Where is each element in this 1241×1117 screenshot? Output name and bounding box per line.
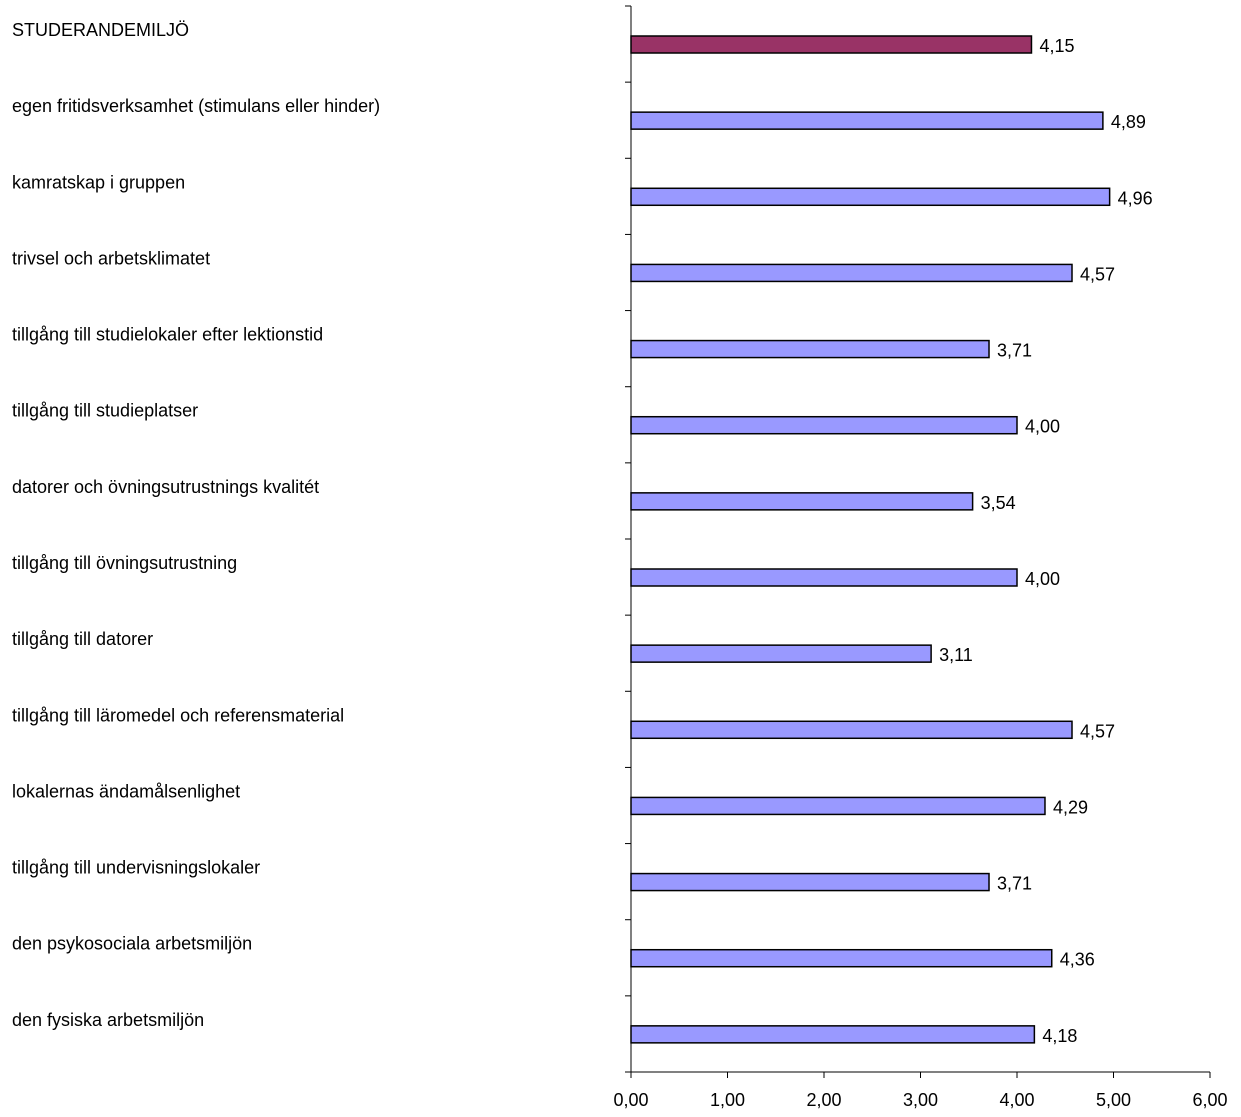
category-label: tillgång till övningsutrustning xyxy=(12,553,237,573)
data-label: 4,36 xyxy=(1060,950,1095,970)
x-tick-label: 3,00 xyxy=(903,1090,938,1110)
x-tick-label: 2,00 xyxy=(806,1090,841,1110)
category-label: STUDERANDEMILJÖ xyxy=(12,20,189,40)
category-label: tillgång till studielokaler efter lektio… xyxy=(12,325,323,345)
value-labels: 4,15 4,89 4,96 4,57 3,71 4,00 3,54 4,00 3,11 4,57… xyxy=(939,36,1153,1046)
data-label: 4,57 xyxy=(1080,264,1115,284)
category-label: kamratskap i gruppen xyxy=(12,172,185,192)
data-label: 4,57 xyxy=(1080,721,1115,741)
category-labels: STUDERANDEMILJÖ egen fritidsverksamhet (s… xyxy=(12,20,380,1030)
data-label: 4,15 xyxy=(1039,36,1074,56)
category-label: den psykosociala arbetsmiljön xyxy=(12,934,252,954)
bar xyxy=(630,1025,1036,1044)
bar xyxy=(630,948,1053,968)
axes: 0,00 1,00 2,00 3,00 4,00 5,00 6,00 xyxy=(613,5,1228,1110)
data-label: 4,96 xyxy=(1118,188,1153,208)
data-label: 4,18 xyxy=(1042,1026,1077,1046)
category-label: egen fritidsverksamhet (stimulans eller … xyxy=(12,96,380,116)
category-label: trivsel och arbetsklimatet xyxy=(12,248,210,268)
bar xyxy=(630,187,1111,207)
data-label: 3,11 xyxy=(939,645,973,665)
bar xyxy=(630,644,932,663)
x-tick-label: 6,00 xyxy=(1192,1090,1227,1110)
bar xyxy=(630,492,974,511)
x-tick-label: 0,00 xyxy=(613,1090,648,1110)
x-tick-label: 1,00 xyxy=(710,1090,745,1110)
data-label: 4,29 xyxy=(1053,797,1088,817)
x-tick-label: 5,00 xyxy=(1096,1090,1131,1110)
bars xyxy=(630,35,1111,1044)
category-label: tillgång till studieplatser xyxy=(12,401,198,421)
bar xyxy=(630,111,1104,130)
category-label: datorer och övningsutrustnings kvalitét xyxy=(12,477,319,497)
category-label: lokalernas ändamålsenlighet xyxy=(12,781,240,801)
data-label: 4,89 xyxy=(1111,112,1146,132)
x-tick-label: 4,00 xyxy=(999,1090,1034,1110)
bar xyxy=(630,872,990,892)
bar xyxy=(630,415,1018,435)
category-label: tillgång till datorer xyxy=(12,629,153,649)
bar xyxy=(630,339,990,359)
data-label: 3,71 xyxy=(997,874,1032,894)
data-label: 3,71 xyxy=(997,341,1032,361)
category-label: tillgång till läromedel och referensmate… xyxy=(12,705,344,725)
data-label: 4,00 xyxy=(1025,417,1060,437)
bar xyxy=(630,568,1018,587)
bar xyxy=(630,796,1046,816)
bar xyxy=(630,263,1073,283)
bar-highlight xyxy=(630,35,1033,54)
category-label: tillgång till undervisningslokaler xyxy=(12,858,260,878)
data-label: 3,54 xyxy=(981,493,1016,513)
category-label: den fysiska arbetsmiljön xyxy=(12,1010,204,1030)
data-label: 4,00 xyxy=(1025,569,1060,589)
bar xyxy=(630,720,1073,740)
